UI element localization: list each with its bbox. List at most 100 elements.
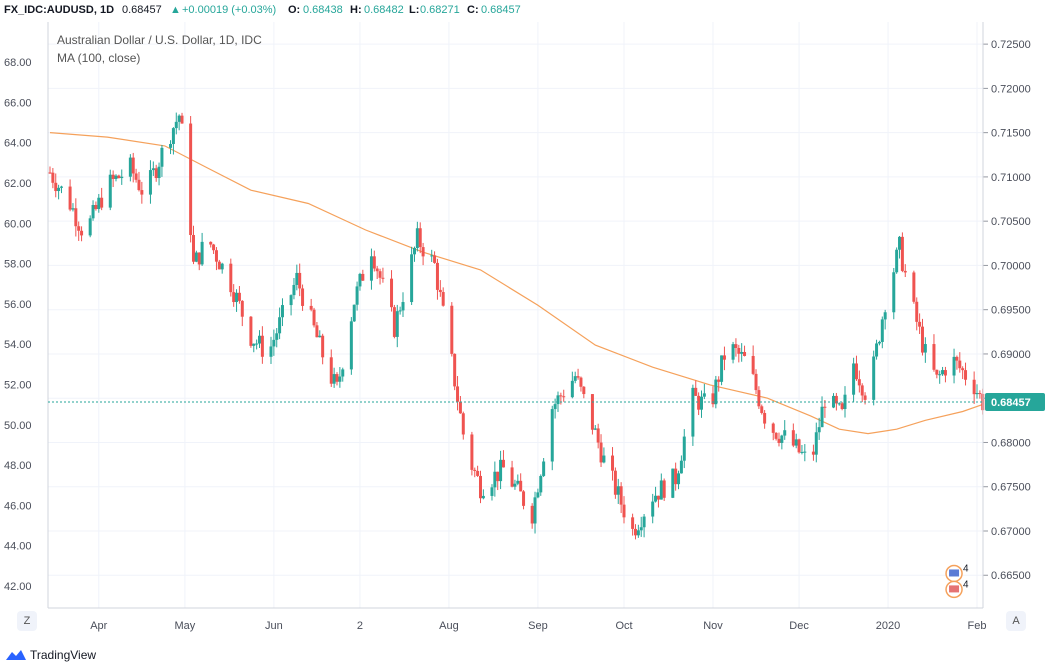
- candle-body: [496, 471, 500, 482]
- tradingview-logo-icon[interactable]: [5, 648, 27, 662]
- candle-body: [88, 218, 92, 236]
- chart-area[interactable]: 0.665000.670000.675000.680000.685000.690…: [0, 22, 1050, 640]
- candle-body: [783, 430, 787, 436]
- ma-line: [49, 132, 983, 435]
- x-tick-label: Oct: [615, 620, 632, 632]
- footer: TradingView: [0, 640, 1050, 666]
- candle-body: [935, 369, 939, 375]
- candle-body: [194, 252, 198, 262]
- candle-body: [872, 356, 876, 400]
- candle-body: [220, 263, 224, 270]
- close-label: C:: [467, 4, 479, 16]
- candle-body: [237, 292, 241, 301]
- x-tick-label: May: [174, 620, 195, 632]
- candle-body: [117, 175, 121, 179]
- candle-body: [659, 480, 663, 500]
- last-price-tag-label: 0.68457: [991, 397, 1031, 409]
- candle-body: [923, 344, 927, 353]
- candle-body: [794, 439, 798, 446]
- candle-body: [682, 436, 686, 461]
- candle-body: [754, 373, 758, 391]
- right-tick-label: 0.71000: [991, 172, 1031, 184]
- ma-legend[interactable]: MA (100, close): [57, 51, 141, 65]
- candle-body: [938, 374, 942, 376]
- candle-body: [877, 341, 881, 344]
- candle-body: [260, 335, 264, 357]
- candle-body: [955, 356, 959, 361]
- candle-body: [154, 168, 158, 179]
- candle-body: [656, 495, 660, 500]
- candle-body: [499, 459, 503, 482]
- candle-body: [180, 115, 184, 124]
- left-tick-label: 48.00: [4, 460, 32, 472]
- auto-scale-button[interactable]: A: [1006, 611, 1026, 631]
- candle-body: [369, 256, 373, 281]
- candle-body: [840, 403, 844, 410]
- candle-body: [651, 501, 655, 517]
- candle-body: [358, 273, 362, 287]
- low-value: 0.68271: [420, 4, 460, 16]
- candle-body: [335, 374, 339, 382]
- candle-body: [392, 307, 396, 337]
- candle-body: [395, 311, 399, 337]
- candle-body: [817, 427, 821, 433]
- candle-body: [441, 292, 445, 306]
- candle-body: [722, 355, 726, 360]
- candle-body: [189, 123, 193, 236]
- candle-body: [654, 495, 658, 502]
- right-tick-label: 0.66500: [991, 570, 1031, 582]
- candle-body: [301, 288, 305, 306]
- candle-body: [438, 289, 442, 293]
- candle-body: [771, 423, 775, 433]
- left-tick-label: 42.00: [4, 581, 32, 593]
- candle-body: [562, 396, 566, 398]
- candle-body: [774, 432, 778, 439]
- candle-body: [57, 187, 61, 192]
- candle-body: [490, 487, 494, 496]
- left-tick-label: 54.00: [4, 339, 32, 351]
- candle-body: [533, 497, 537, 524]
- right-tick-label: 0.69500: [991, 305, 1031, 317]
- candle-body: [920, 326, 924, 353]
- candle-body: [140, 190, 144, 195]
- open-label: O:: [288, 4, 301, 16]
- candle-body: [68, 186, 72, 210]
- candle-body: [100, 197, 104, 208]
- candle-body: [573, 376, 577, 381]
- candle-body: [470, 434, 474, 470]
- brand-name[interactable]: TradingView: [30, 648, 97, 662]
- candle-body: [702, 393, 706, 397]
- right-tick-label: 0.72500: [991, 39, 1031, 51]
- candle-body: [289, 295, 293, 306]
- candle-body: [717, 379, 721, 382]
- candle-body: [539, 475, 543, 493]
- x-tick-label: Dec: [789, 620, 809, 632]
- symbol-name[interactable]: FX_IDC:AUDUSD, 1D: [4, 4, 115, 16]
- open-value: 0.68438: [303, 4, 343, 16]
- candle-body: [255, 343, 259, 345]
- price-chart[interactable]: 0.665000.670000.675000.680000.685000.690…: [0, 22, 1050, 640]
- candle-body: [602, 455, 606, 463]
- candle-body: [912, 272, 916, 302]
- candle-body: [711, 393, 715, 405]
- candle-body: [332, 374, 336, 384]
- candle-body: [579, 377, 583, 387]
- candle-body: [811, 451, 815, 455]
- candle-body: [473, 469, 477, 471]
- candle-body: [169, 143, 173, 148]
- right-tick-label: 0.67500: [991, 482, 1031, 494]
- candle-body: [854, 363, 858, 380]
- candle-body: [97, 197, 101, 210]
- zoom-button[interactable]: Z: [17, 611, 37, 631]
- candle-body: [898, 236, 902, 250]
- candle-body: [48, 172, 52, 174]
- candle-body: [240, 300, 244, 317]
- candle-body: [694, 387, 698, 396]
- right-tick-label: 0.70500: [991, 216, 1031, 228]
- left-tick-label: 44.00: [4, 541, 32, 553]
- candle-body: [740, 351, 744, 354]
- candle-body: [536, 492, 540, 498]
- candle-body: [453, 353, 457, 387]
- right-tick-label: 0.67000: [991, 526, 1031, 538]
- candle-body: [59, 186, 63, 188]
